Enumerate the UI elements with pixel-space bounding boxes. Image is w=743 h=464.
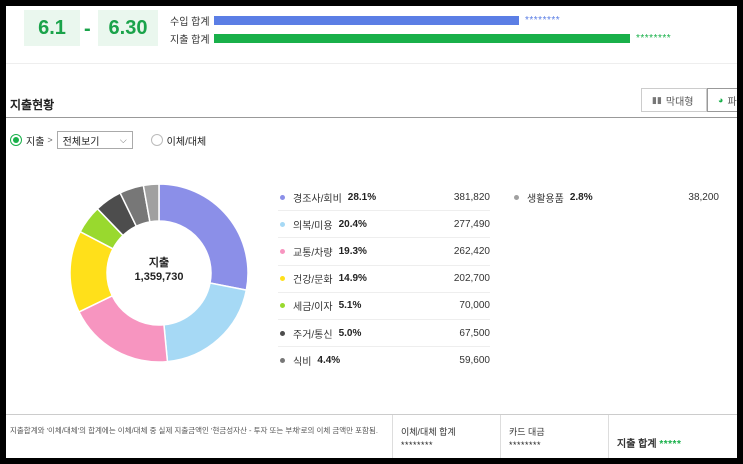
income-value: ********: [525, 14, 561, 26]
legend-category: 의복/미용: [293, 220, 333, 232]
transfer-radio-label: 이체/대체: [166, 136, 207, 148]
legend-item[interactable]: 식비 4.4% 59,600: [278, 347, 490, 374]
legend-item[interactable]: 경조사/회비 28.1% 381,820: [278, 184, 490, 212]
expense-value: ********: [636, 32, 672, 44]
legend-percent: 4.4%: [317, 355, 341, 367]
card-payment-cell: 카드 대금 ********: [500, 415, 608, 458]
legend-item[interactable]: 건강/문화 14.9% 202,700: [278, 266, 490, 293]
legend-secondary: 생활용품 2.8% 38,200: [512, 184, 719, 211]
transfer-total-label: 이체/대체 합계: [401, 427, 456, 437]
section-title: 지출현황: [10, 98, 55, 112]
legend-dot-icon: [280, 358, 285, 364]
legend-dot-icon: [280, 303, 285, 309]
expense-summary: 지출 합계 ********: [170, 31, 672, 46]
legend-percent: 19.3%: [338, 245, 367, 257]
legend-amount: 67,500: [459, 327, 490, 339]
expense-donut-chart: [70, 184, 248, 362]
legend-category: 생활용품: [527, 194, 564, 206]
tab-bar-label: 막대형: [665, 96, 694, 108]
bar-chart-icon: ▮▮: [652, 94, 662, 105]
donut-center-total: 1,359,730: [134, 271, 184, 283]
expense-total-value: *****: [659, 439, 682, 450]
legend-percent: 2.8%: [569, 192, 593, 204]
chevron-down-icon: ⌵: [119, 134, 127, 145]
legend-item[interactable]: 주거/통신 5.0% 67,500: [278, 320, 490, 348]
legend-category: 교통/차량: [293, 247, 333, 259]
pie-chart-icon: ◕: [718, 95, 724, 105]
legend-dot-icon: [280, 330, 285, 336]
legend-dot-icon: [280, 248, 285, 254]
period-start[interactable]: 6.1: [24, 10, 80, 46]
legend-category: 건강/문화: [293, 275, 333, 287]
section-divider: [6, 117, 737, 118]
summary-header: 6.1 - 6.30 수입 합계 ******** 지출 합계 ********: [6, 6, 737, 64]
legend-item[interactable]: 의복/미용 20.4% 277,490: [278, 211, 490, 239]
legend-amount: 381,820: [453, 191, 490, 203]
legend-category: 주거/통신: [293, 329, 333, 341]
legend-dot-icon: [280, 194, 285, 200]
category-select[interactable]: 전체보기 ⌵: [56, 131, 133, 149]
legend-dot-icon: [514, 195, 519, 201]
donut-center: 지출 1,359,730: [109, 256, 209, 284]
income-bar: [214, 15, 519, 25]
legend-percent: 20.4%: [338, 218, 367, 230]
legend-item[interactable]: 교통/차량 19.3% 262,420: [278, 238, 490, 266]
expense-radio-label: 지출: [26, 136, 45, 148]
legend-dot-icon: [280, 221, 285, 227]
tab-bar-chart[interactable]: ▮▮ 막대형: [641, 88, 707, 112]
footer-note: 지출합계와 '이체/대체'의 합계에는 이체/대체 중 실제 지출금액인 '현금…: [10, 426, 378, 435]
legend-percent: 5.0%: [338, 327, 362, 339]
legend-category: 식비: [293, 357, 312, 369]
donut-center-label: 지출: [148, 257, 170, 269]
income-label: 수입 합계: [170, 16, 210, 28]
legend-primary: 경조사/회비 28.1% 381,820 의복/미용 20.4% 277,490 교통/차량…: [278, 184, 490, 374]
expense-label: 지출 합계: [170, 34, 210, 46]
expense-bar: [214, 33, 630, 43]
tab-pie-chart[interactable]: ◕ 파: [707, 88, 737, 112]
legend-amount: 262,420: [453, 245, 490, 257]
transfer-option[interactable]: 이체/대체: [150, 133, 207, 148]
expense-report-panel: 6.1 - 6.30 수입 합계 ******** 지출 합계 ********…: [6, 6, 737, 458]
period-separator: -: [84, 18, 91, 40]
card-payment-value: ********: [509, 440, 542, 450]
card-payment-label: 카드 대금: [509, 427, 545, 437]
legend-amount: 277,490: [453, 218, 490, 230]
legend-item[interactable]: 생활용품 2.8% 38,200: [512, 184, 719, 211]
legend-amount: 59,600: [459, 355, 490, 367]
transfer-total-cell: 이체/대체 합계 ********: [392, 415, 500, 458]
donut-slice-2[interactable]: [163, 282, 248, 362]
legend-percent: 28.1%: [347, 191, 377, 203]
legend-dot-icon: [280, 276, 285, 282]
legend-category: 경조사/회비: [293, 193, 342, 205]
donut-slice-8[interactable]: [142, 184, 160, 223]
legend-amount: 70,000: [459, 300, 490, 312]
category-select-value: 전체보기: [62, 136, 100, 148]
chevron-right-icon: >: [47, 135, 53, 145]
expense-radio[interactable]: [10, 134, 22, 146]
transfer-radio[interactable]: [150, 134, 163, 146]
legend-item[interactable]: 세금/이자 5.1% 70,000: [278, 293, 490, 320]
tab-pie-label: 파: [727, 96, 737, 108]
legend-amount: 38,200: [688, 192, 719, 204]
footer-summary: 지출합계와 '이체/대체'의 합계에는 이체/대체 중 실제 지출금액인 '현금…: [6, 414, 737, 458]
income-summary: 수입 합계 ********: [170, 13, 561, 28]
legend-amount: 202,700: [453, 273, 490, 285]
legend-percent: 14.9%: [338, 273, 367, 285]
transfer-total-value: ********: [401, 440, 434, 450]
legend-category: 세금/이자: [293, 302, 333, 314]
expense-total-cell: 지출 합계 *****: [608, 415, 737, 458]
period-end[interactable]: 6.30: [98, 10, 158, 46]
filter-row: 지출 > 전체보기 ⌵ 이체/대체: [10, 130, 206, 150]
legend-percent: 5.1%: [338, 300, 362, 312]
expense-total-label: 지출 합계: [617, 439, 657, 450]
